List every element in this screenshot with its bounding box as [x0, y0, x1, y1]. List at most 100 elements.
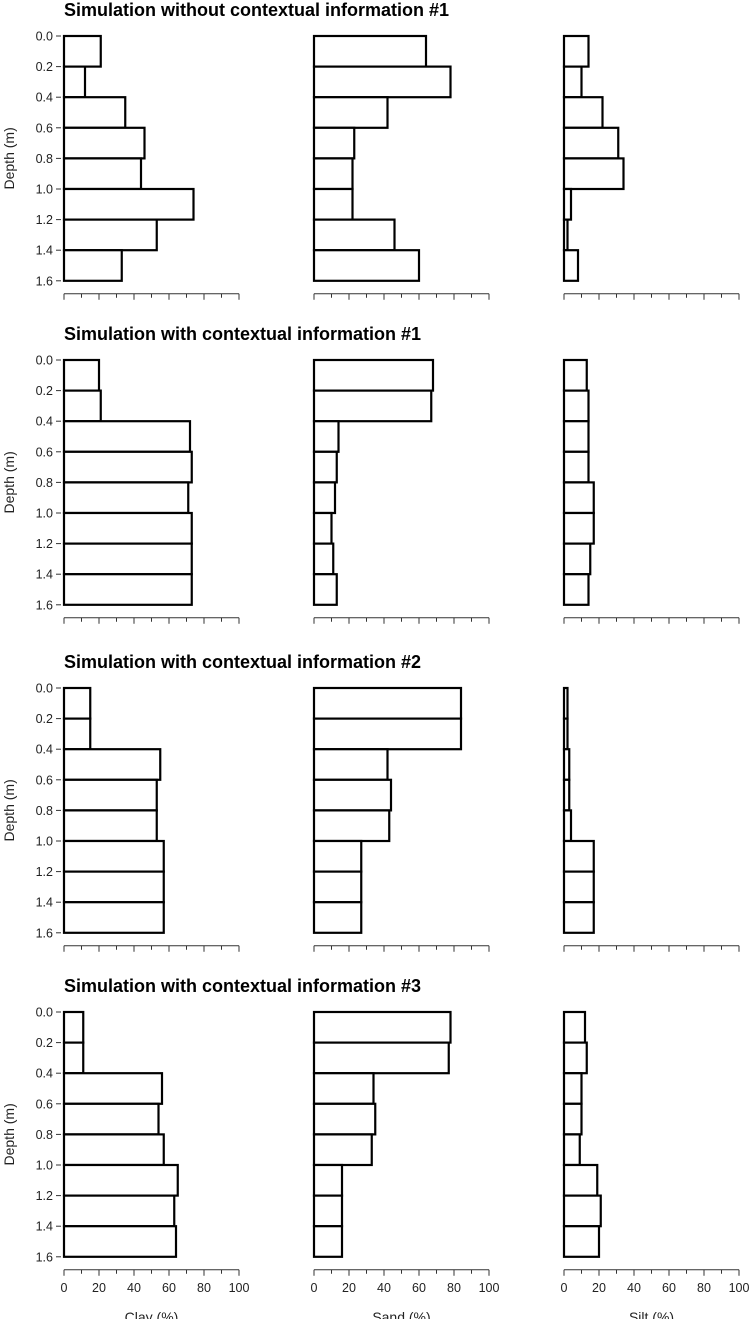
x-tick-label: 0: [311, 1281, 318, 1295]
x-axis-label: Clay (%): [125, 1309, 179, 1319]
column-1: [62, 686, 240, 952]
column-2: [312, 34, 490, 300]
x-tick-label: 100: [729, 1281, 750, 1295]
bar: [312, 839, 363, 873]
bar: [312, 1010, 452, 1044]
bar: [62, 901, 165, 934]
bar: [312, 1163, 344, 1197]
bar: [62, 249, 123, 282]
bar: [562, 249, 580, 282]
panel-title: Simulation without contextual informatio…: [64, 0, 449, 20]
bar: [562, 389, 590, 423]
bar: [62, 1163, 179, 1197]
bar: [562, 1010, 587, 1044]
panel-1: Simulation without contextual informatio…: [1, 0, 740, 300]
depth-tick-label: 1.0: [36, 1159, 53, 1173]
y-axis-label: Depth (m): [1, 779, 17, 841]
bar: [62, 748, 162, 781]
bar: [562, 218, 569, 252]
column-3: [562, 358, 740, 624]
bar: [312, 748, 389, 781]
bar: [562, 573, 590, 606]
bar: [312, 809, 391, 843]
bar: [562, 686, 569, 720]
depth-tick-label: 1.4: [36, 1220, 53, 1234]
bar: [312, 717, 463, 751]
bar: [312, 870, 363, 904]
bar: [62, 542, 193, 576]
bar: [562, 1072, 583, 1105]
depth-tick-label: 0.6: [36, 445, 53, 459]
x-tick-label: 80: [697, 1281, 711, 1295]
bar: [312, 450, 338, 484]
bar: [312, 1072, 375, 1105]
column-2: [312, 358, 490, 624]
bar: [62, 1133, 165, 1167]
x-tick-label: 0: [61, 1281, 68, 1295]
depth-tick-label: 0.4: [36, 1067, 53, 1081]
bar: [562, 1163, 599, 1197]
bar: [62, 870, 165, 904]
depth-tick-label: 1.0: [36, 183, 53, 197]
bar: [312, 389, 433, 423]
depth-tick-label: 1.4: [36, 244, 53, 258]
depth-tick-label: 1.4: [36, 896, 53, 910]
bar: [312, 1102, 377, 1136]
depth-tick-label: 1.0: [36, 507, 53, 521]
bar: [62, 187, 195, 221]
x-tick-label: 40: [627, 1281, 641, 1295]
bar: [312, 481, 337, 515]
y-axis-label: Depth (m): [1, 127, 17, 189]
x-tick-label: 60: [662, 1281, 676, 1295]
bar: [312, 218, 396, 252]
bar: [62, 1225, 178, 1258]
bar: [312, 1194, 344, 1228]
bar: [312, 511, 333, 545]
bar: [562, 870, 595, 904]
depth-tick-label: 0.6: [36, 773, 53, 787]
bar: [562, 126, 620, 160]
depth-tick-label: 0.4: [36, 415, 53, 429]
x-tick-label: 60: [162, 1281, 176, 1295]
bar: [312, 249, 421, 282]
panel-4: Simulation with contextual information #…: [1, 976, 749, 1319]
x-tick-label: 80: [447, 1281, 461, 1295]
bar: [312, 187, 354, 221]
depth-tick-label: 0.8: [36, 804, 53, 818]
bar: [562, 839, 595, 873]
panel-2: Simulation with contextual information #…: [1, 324, 740, 624]
bar: [312, 573, 338, 606]
bar: [562, 1102, 583, 1136]
bar: [62, 1194, 176, 1228]
bar: [62, 1041, 85, 1075]
bar: [62, 778, 158, 812]
bar: [62, 218, 158, 252]
bar: [562, 450, 590, 484]
bar: [312, 1041, 450, 1075]
x-axis-label: Sand (%): [372, 1309, 430, 1319]
bar: [312, 901, 363, 934]
x-tick-label: 20: [342, 1281, 356, 1295]
bar: [312, 358, 435, 392]
column-2: [312, 686, 490, 952]
bar: [562, 901, 595, 934]
depth-tick-label: 1.2: [36, 537, 53, 551]
depth-tick-label: 1.0: [36, 835, 53, 849]
depth-tick-label: 1.2: [36, 865, 53, 879]
column-3: [562, 34, 740, 300]
bar: [312, 686, 463, 720]
column-3: [562, 686, 740, 952]
depth-tick-label: 0.6: [36, 1097, 53, 1111]
bar: [62, 450, 193, 484]
depth-tick-label: 0.8: [36, 152, 53, 166]
bar: [562, 778, 571, 812]
x-tick-label: 80: [197, 1281, 211, 1295]
x-tick-label: 20: [92, 1281, 106, 1295]
x-tick-label: 20: [592, 1281, 606, 1295]
bar: [562, 748, 571, 781]
bar: [562, 1133, 581, 1167]
bar: [562, 1194, 602, 1228]
x-tick-label: 0: [561, 1281, 568, 1295]
depth-tick-label: 1.2: [36, 1189, 53, 1203]
bar: [562, 809, 573, 843]
